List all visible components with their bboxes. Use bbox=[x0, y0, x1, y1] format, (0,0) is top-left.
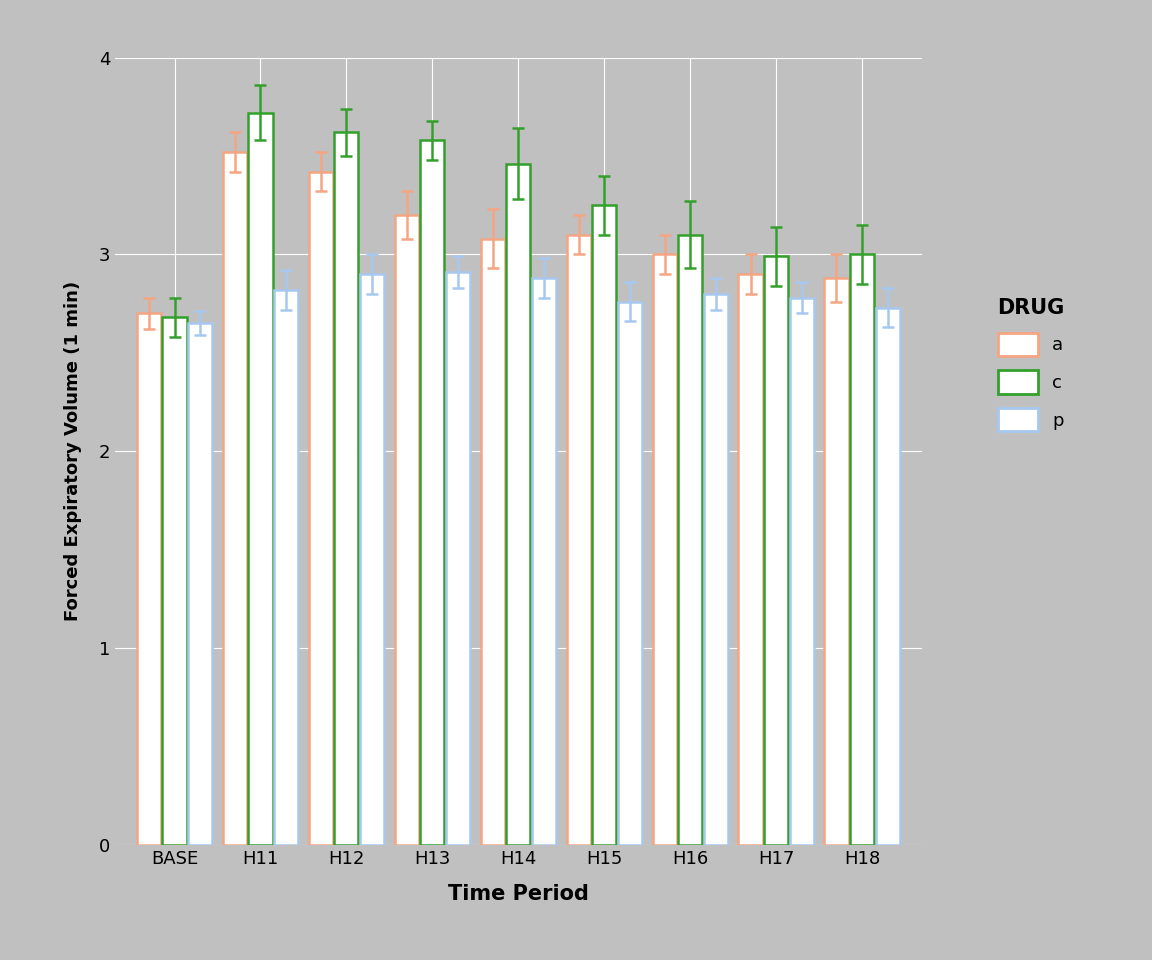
Bar bbox=[764, 256, 788, 845]
Bar bbox=[395, 215, 418, 845]
Bar bbox=[790, 298, 814, 845]
Bar bbox=[274, 290, 298, 845]
Bar bbox=[738, 275, 763, 845]
Bar bbox=[222, 152, 247, 845]
Bar bbox=[309, 172, 333, 845]
Bar bbox=[188, 324, 212, 845]
Y-axis label: Forced Expiratory Volume (1 min): Forced Expiratory Volume (1 min) bbox=[65, 281, 82, 621]
Bar bbox=[420, 140, 445, 845]
Bar bbox=[619, 301, 642, 845]
Bar bbox=[334, 132, 358, 845]
Bar bbox=[446, 272, 470, 845]
Bar bbox=[876, 307, 900, 845]
Bar bbox=[361, 275, 385, 845]
Bar bbox=[480, 239, 505, 845]
Bar bbox=[679, 235, 703, 845]
Bar bbox=[592, 205, 616, 845]
Bar bbox=[532, 278, 556, 845]
Bar bbox=[567, 235, 591, 845]
X-axis label: Time Period: Time Period bbox=[448, 884, 589, 904]
Bar bbox=[507, 164, 530, 845]
Bar bbox=[137, 313, 161, 845]
Bar bbox=[825, 278, 849, 845]
Legend: a, c, p: a, c, p bbox=[988, 289, 1074, 441]
Bar bbox=[850, 254, 874, 845]
Bar bbox=[704, 294, 728, 845]
Bar bbox=[652, 254, 676, 845]
Bar bbox=[249, 112, 273, 845]
Bar bbox=[162, 318, 187, 845]
